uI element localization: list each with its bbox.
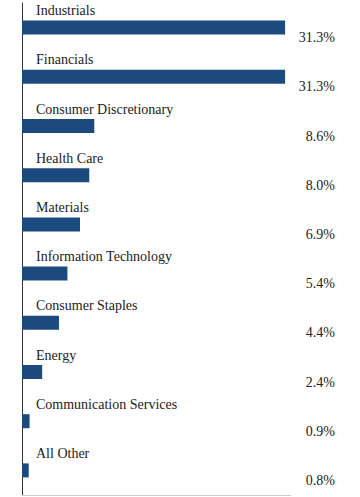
svg-text:Energy: Energy [36, 348, 76, 363]
svg-text:5.4%: 5.4% [306, 276, 336, 291]
svg-text:Consumer Staples: Consumer Staples [36, 298, 138, 313]
svg-text:8.6%: 8.6% [306, 129, 336, 144]
svg-text:Health Care: Health Care [36, 151, 103, 166]
svg-text:4.4%: 4.4% [306, 325, 336, 340]
svg-text:2.4%: 2.4% [306, 375, 336, 390]
svg-text:Materials: Materials [36, 200, 89, 215]
svg-text:6.9%: 6.9% [306, 227, 336, 242]
svg-text:0.8%: 0.8% [306, 473, 336, 488]
svg-text:Financials: Financials [36, 52, 94, 67]
svg-text:Industrials: Industrials [36, 3, 95, 18]
svg-text:Information Technology: Information Technology [36, 249, 172, 264]
svg-text:Consumer Discretionary: Consumer Discretionary [36, 102, 173, 117]
svg-text:Communication Services: Communication Services [36, 397, 177, 412]
svg-text:8.0%: 8.0% [306, 178, 336, 193]
svg-text:31.3%: 31.3% [299, 30, 336, 45]
svg-text:0.9%: 0.9% [306, 424, 336, 439]
svg-text:All Other: All Other [36, 446, 90, 461]
svg-text:31.3%: 31.3% [299, 79, 336, 94]
